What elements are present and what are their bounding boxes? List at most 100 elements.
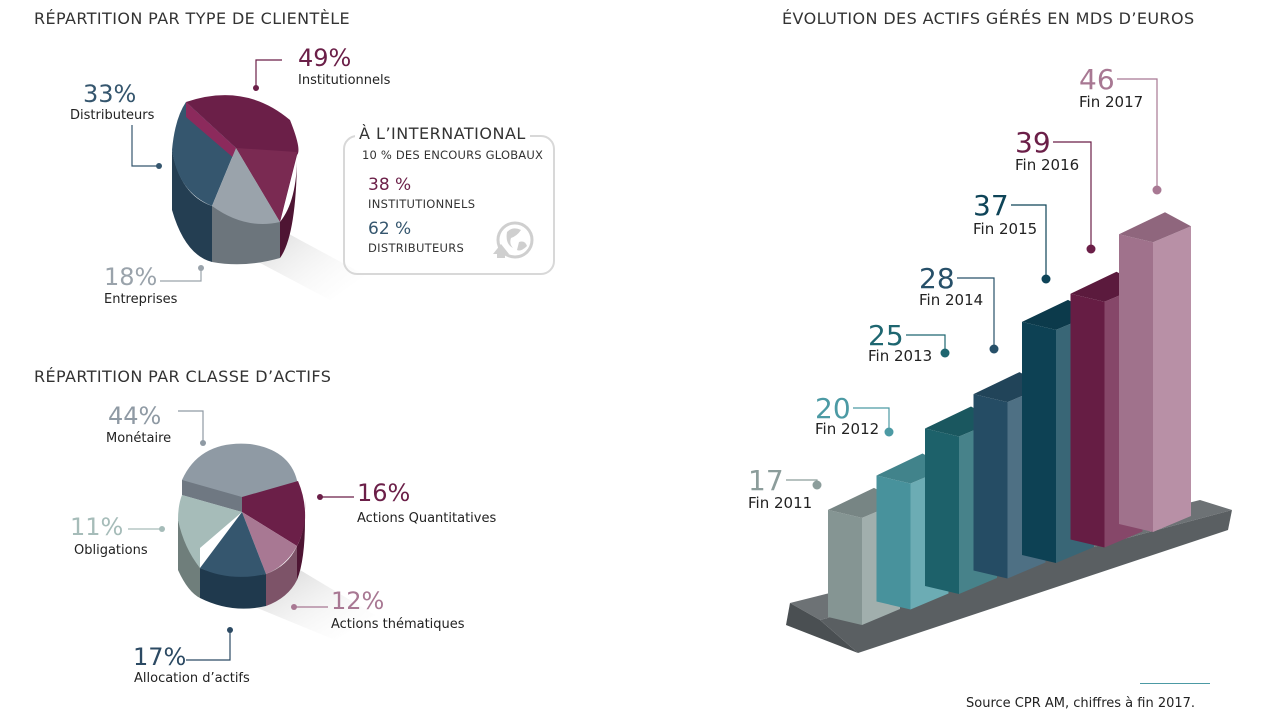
international-subtitle: 10 % DES ENCOURS GLOBAUX bbox=[362, 148, 544, 162]
bar-category-label: Fin 2013 bbox=[868, 347, 932, 365]
bar-category-label: Fin 2011 bbox=[748, 494, 812, 512]
bar-front-face bbox=[925, 428, 959, 594]
bar-leader-line bbox=[786, 479, 818, 485]
actifs-label-thematiques: Actions thématiques bbox=[331, 617, 465, 632]
pie-slice-distributeurs bbox=[172, 102, 236, 206]
bar-leader-line bbox=[853, 407, 890, 432]
pie-slice-side-allocation bbox=[200, 568, 266, 609]
international-title: À L’INTERNATIONAL bbox=[355, 124, 530, 143]
clientele-label-entreprises: Entreprises bbox=[104, 292, 178, 307]
actifs-pct-allocation: 17% bbox=[133, 643, 186, 671]
leader-allocation bbox=[186, 630, 231, 661]
chart-platform-front bbox=[786, 603, 858, 653]
bar-leader-dot bbox=[940, 348, 950, 358]
bar-value-label: 39 bbox=[1015, 126, 1051, 159]
clientele-leaders bbox=[131, 59, 282, 282]
pie-slice-side-quant bbox=[297, 500, 306, 580]
bar-leader-dot bbox=[1086, 244, 1096, 254]
bar-series bbox=[828, 212, 1191, 625]
bar-leader-dot bbox=[1152, 185, 1162, 195]
leader-dot-quant bbox=[317, 494, 323, 500]
pie-slice-entreprises bbox=[212, 148, 280, 224]
source-note: Source CPR AM, chiffres à fin 2017. bbox=[966, 696, 1196, 711]
source-rule bbox=[1140, 683, 1210, 684]
leader-dot-monetaire bbox=[200, 440, 206, 446]
pie-slice-side-thematiques bbox=[266, 546, 297, 606]
actifs-chart-title: RÉPARTITION PAR CLASSE D’ACTIFS bbox=[34, 367, 331, 386]
actifs-label-monetaire: Monétaire bbox=[106, 431, 171, 446]
pie-slice-side-institutionnels bbox=[280, 150, 298, 258]
leader-dot-distributeurs bbox=[156, 163, 162, 169]
actifs-leaders bbox=[128, 410, 354, 661]
bar-leader-dot bbox=[884, 427, 894, 437]
clientele-label-distributeurs: Distributeurs bbox=[70, 108, 155, 123]
bar-front-face bbox=[1070, 293, 1105, 548]
bar-value-label: 17 bbox=[748, 464, 784, 497]
bar-front-face bbox=[876, 475, 911, 610]
bar-front-face bbox=[973, 394, 1008, 579]
international-pct-institutionnels: 38 % bbox=[368, 175, 412, 195]
bar-category-label: Fin 2012 bbox=[815, 420, 879, 438]
clientele-pie-chart bbox=[172, 95, 365, 300]
pie-slice-distributeurs-wall bbox=[186, 102, 236, 160]
international-label-institutionnels: INSTITUTIONNELS bbox=[368, 197, 476, 211]
bar-value-label: 46 bbox=[1079, 63, 1115, 96]
pie-slice-side-obligations bbox=[178, 520, 200, 598]
bar-front-face bbox=[828, 509, 862, 625]
pie-slice-quant bbox=[242, 481, 306, 546]
pie-slice-allocation bbox=[200, 512, 266, 577]
bar-top-face bbox=[1119, 212, 1191, 243]
international-label-distributeurs: DISTRIBUTEURS bbox=[368, 241, 465, 255]
leader-dot-obligations bbox=[159, 526, 165, 532]
bar-value-label: 28 bbox=[919, 262, 955, 295]
actifs-pct-monetaire: 44% bbox=[108, 402, 161, 430]
bar-leader-line bbox=[1117, 78, 1158, 190]
actifs-label-obligations: Obligations bbox=[74, 543, 148, 558]
bar-leader-dot bbox=[1041, 274, 1051, 284]
bar-fin-2017 bbox=[1119, 212, 1191, 532]
clientele-pct-distributeurs: 33% bbox=[83, 80, 136, 108]
bar-value-label: 25 bbox=[868, 319, 904, 352]
bar-leader-line bbox=[1053, 141, 1092, 249]
bar-leader-dot bbox=[989, 344, 999, 354]
actifs-label-allocation: Allocation d’actifs bbox=[134, 671, 250, 686]
leader-monetaire bbox=[178, 410, 204, 443]
pie-slice-thematiques bbox=[242, 512, 297, 574]
bar-value-label: 20 bbox=[815, 392, 851, 425]
chart-platform-side bbox=[820, 510, 1232, 653]
pie-slice-institutionnels-inner bbox=[236, 148, 297, 222]
actifs-pct-thematiques: 12% bbox=[331, 587, 384, 615]
bar-front-face bbox=[1022, 321, 1056, 563]
bar-category-label: Fin 2014 bbox=[919, 291, 983, 309]
globe-upload-icon bbox=[493, 221, 534, 259]
bar-leader-line bbox=[906, 334, 946, 353]
clientele-pct-institutionnels: 49% bbox=[298, 44, 351, 72]
actifs-pct-obligations: 11% bbox=[70, 513, 123, 541]
leader-institutionnels bbox=[255, 59, 282, 88]
bar-leader-line bbox=[1011, 204, 1047, 279]
leader-dot-entreprises bbox=[198, 265, 204, 271]
clientele-chart-title: RÉPARTITION PAR TYPE DE CLIENTÈLE bbox=[34, 9, 350, 28]
leader-distributeurs bbox=[131, 125, 159, 167]
leader-entreprises bbox=[160, 268, 202, 282]
clientele-pct-entreprises: 18% bbox=[104, 263, 157, 291]
evolution-chart-title: ÉVOLUTION DES ACTIFS GÉRÉS EN MDS D’EURO… bbox=[782, 9, 1195, 28]
leader-dot-thematiques bbox=[291, 604, 297, 610]
bar-front-face bbox=[1119, 234, 1153, 532]
international-pct-distributeurs: 62 % bbox=[368, 219, 412, 239]
pie-slice-obligations bbox=[178, 495, 242, 568]
bar-category-label: Fin 2015 bbox=[973, 220, 1037, 238]
bar-leader-line bbox=[957, 277, 995, 349]
bar-category-label: Fin 2017 bbox=[1079, 93, 1143, 111]
bar-leader-dot bbox=[812, 480, 822, 490]
actifs-pie-chart bbox=[178, 443, 375, 640]
pie-slice-side-distributeurs bbox=[172, 150, 212, 262]
actifs-pct-quant: 16% bbox=[357, 479, 410, 507]
bar-category-label: Fin 2016 bbox=[1015, 156, 1079, 174]
actifs-label-quant: Actions Quantitatives bbox=[357, 511, 496, 526]
pie-slice-monetaire-wall bbox=[182, 480, 242, 512]
clientele-label-institutionnels: Institutionnels bbox=[298, 73, 391, 88]
